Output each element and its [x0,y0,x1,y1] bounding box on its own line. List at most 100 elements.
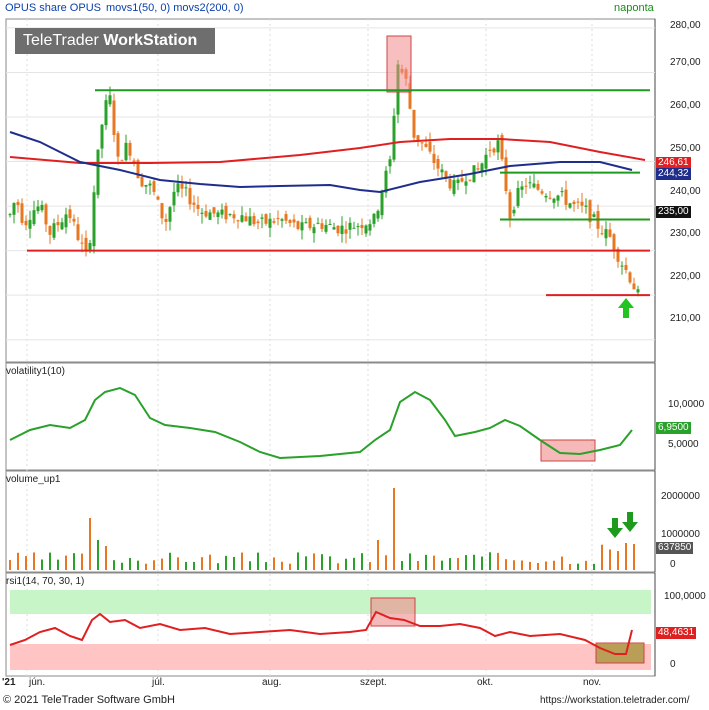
volume-bar [153,560,155,570]
candle-body [352,227,356,229]
volume-panel[interactable] [9,488,638,570]
volume-bar [161,558,163,570]
volume-bar [297,552,299,570]
candle-body [116,133,120,157]
candle-body [628,272,632,283]
volume-bar [465,555,467,570]
candle-body [68,209,72,219]
volume-bar [41,559,43,570]
candle-body [276,218,280,220]
candle-body [172,191,176,206]
volume-bar [433,555,435,570]
candle-body [580,201,584,206]
price-panel[interactable] [6,27,655,341]
volume-tick: 1000000 [661,529,700,540]
volatility-value-tag: 6,9500 [656,422,691,434]
candle-body [524,185,528,187]
price-tick: 210,00 [670,313,701,324]
teletrader-logo: TeleTrader WorkStation [15,28,215,54]
period-label[interactable]: naponta [614,2,654,14]
candle-body [636,289,640,293]
volume-bar [393,488,395,570]
volume-bar [273,557,275,570]
volume-bar [305,556,307,570]
candle-body [20,203,24,223]
volume-bar [609,549,611,570]
candle-body [184,187,188,189]
volume-bar [505,559,507,570]
candle-body [480,163,484,173]
rsi-line [9,610,633,655]
candle-body [428,141,432,152]
x-tick: jún. [29,677,46,688]
candle-body [60,222,64,230]
candle-body [100,124,104,149]
volume-bar [329,556,331,570]
candle-body [24,220,28,226]
volume-bar [361,553,363,570]
highlight-box [386,35,412,93]
volume-bar [457,558,459,570]
price-tick: 250,00 [670,143,701,154]
candle-body [28,219,32,229]
candle-body [572,201,576,205]
candle-body [104,100,108,126]
candle-body [452,180,456,194]
candle-body [80,242,84,244]
candle-body [512,209,516,214]
candle-body [56,222,60,226]
candle-body [120,160,124,162]
candle-body [496,140,500,153]
volume-bar [57,559,59,570]
candle-body [88,242,92,250]
volume-bar [633,544,635,570]
volume-bar [193,561,195,570]
source-url[interactable]: https://workstation.teletrader.com/ [540,695,690,706]
price-tick: 280,00 [670,20,701,31]
rsi-panel[interactable] [9,590,651,670]
candle-body [296,221,300,230]
candle-body [576,201,580,203]
candle-body [564,189,568,205]
volume-bar [113,560,115,570]
volume-bar [585,560,587,570]
candle-body [464,181,468,186]
volatility-tick: 5,0000 [668,439,699,450]
candle-body [144,184,148,187]
candle-body [192,202,196,205]
candle-body [212,207,216,214]
x-tick: nov. [583,677,602,688]
candle-body [112,100,116,135]
volume-bar [353,557,355,570]
x-tick: júl. [152,677,165,688]
x-tick-year: '21 [2,677,16,688]
volume-bar [617,551,619,570]
volume-bar [369,562,371,570]
candle-body [268,218,272,228]
candle-body [168,207,172,222]
candle-body [216,212,220,217]
volume-bar [65,555,67,570]
candle-body [508,192,512,219]
candle-body [536,183,540,190]
candle-body [624,265,628,271]
volatility-panel[interactable] [9,386,633,462]
copyright-text: © 2021 TeleTrader Software GmbH [3,694,175,706]
volume-bar [561,556,563,570]
candle-body [372,213,376,224]
candle-body [188,188,192,205]
candle-body [284,214,288,221]
candle-body [8,214,12,216]
mov50-value-tag: 244,32 [656,168,691,180]
candle-body [48,226,52,235]
candle-body [540,191,544,194]
rsi-oversold-zone [10,644,651,670]
volume-bar [185,561,187,570]
volume-bar [73,553,75,570]
candle-body [500,135,504,160]
candle-body [504,157,508,192]
candle-body [520,186,524,190]
candle-body [392,115,396,160]
candle-body [584,205,588,207]
